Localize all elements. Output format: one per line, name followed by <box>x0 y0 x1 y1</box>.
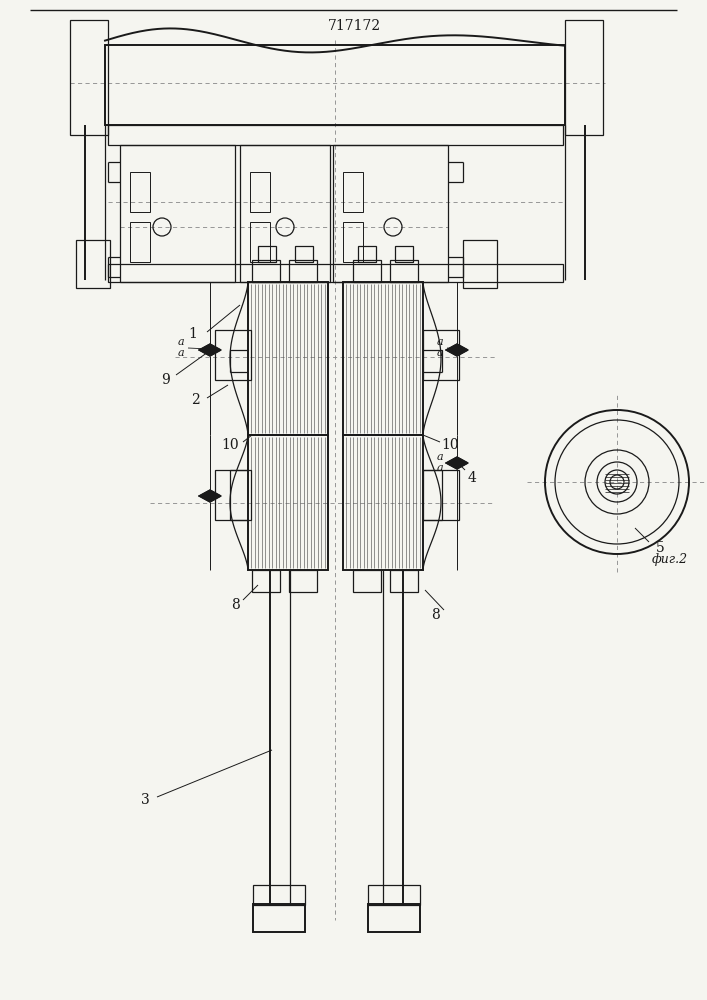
Bar <box>250 172 270 212</box>
Bar <box>358 246 376 262</box>
Text: 717172: 717172 <box>327 19 380 33</box>
Text: a: a <box>177 337 185 347</box>
Bar <box>289 260 317 282</box>
Text: a: a <box>437 452 443 462</box>
Text: a: a <box>437 348 443 358</box>
Bar <box>108 264 563 282</box>
Text: a: a <box>177 348 185 358</box>
Polygon shape <box>446 344 468 356</box>
Bar <box>423 330 459 380</box>
Polygon shape <box>446 457 468 469</box>
Text: 8: 8 <box>432 608 440 622</box>
Bar <box>252 570 280 592</box>
Text: 8: 8 <box>230 598 240 612</box>
Text: 3: 3 <box>141 793 149 807</box>
Bar <box>253 904 305 932</box>
Bar <box>105 45 565 125</box>
Bar <box>353 260 381 282</box>
Bar <box>130 222 150 262</box>
Bar <box>215 330 251 380</box>
Bar <box>463 240 497 288</box>
Bar <box>248 282 328 435</box>
Bar <box>252 260 280 282</box>
Bar <box>253 885 305 905</box>
Polygon shape <box>199 344 221 356</box>
Bar <box>343 282 423 435</box>
Text: 10: 10 <box>441 438 459 452</box>
Bar <box>343 435 423 570</box>
Bar <box>250 222 270 262</box>
Bar <box>390 570 418 592</box>
Bar <box>343 222 363 262</box>
Text: 10: 10 <box>221 438 239 452</box>
Bar <box>108 125 563 145</box>
Bar <box>289 570 317 592</box>
Text: 1: 1 <box>189 327 197 341</box>
Bar <box>70 20 108 135</box>
Bar <box>565 20 603 135</box>
Text: a: a <box>437 337 443 347</box>
Bar <box>395 246 413 262</box>
Text: a: a <box>437 463 443 473</box>
Text: 9: 9 <box>160 373 170 387</box>
Bar <box>130 172 150 212</box>
Bar <box>120 145 235 282</box>
Text: 2: 2 <box>191 393 199 407</box>
Bar <box>368 904 420 932</box>
Bar <box>258 246 276 262</box>
Bar <box>343 172 363 212</box>
Bar <box>248 435 328 570</box>
Bar <box>333 145 448 282</box>
Bar <box>76 240 110 288</box>
Bar <box>215 470 251 520</box>
Bar <box>353 570 381 592</box>
Bar <box>390 260 418 282</box>
Text: 4: 4 <box>467 471 477 485</box>
Bar <box>240 145 330 282</box>
Polygon shape <box>199 490 221 502</box>
Bar <box>368 885 420 905</box>
Text: 5: 5 <box>655 541 665 555</box>
Bar <box>295 246 313 262</box>
Text: фиг.2: фиг.2 <box>652 554 688 566</box>
Bar <box>423 470 459 520</box>
